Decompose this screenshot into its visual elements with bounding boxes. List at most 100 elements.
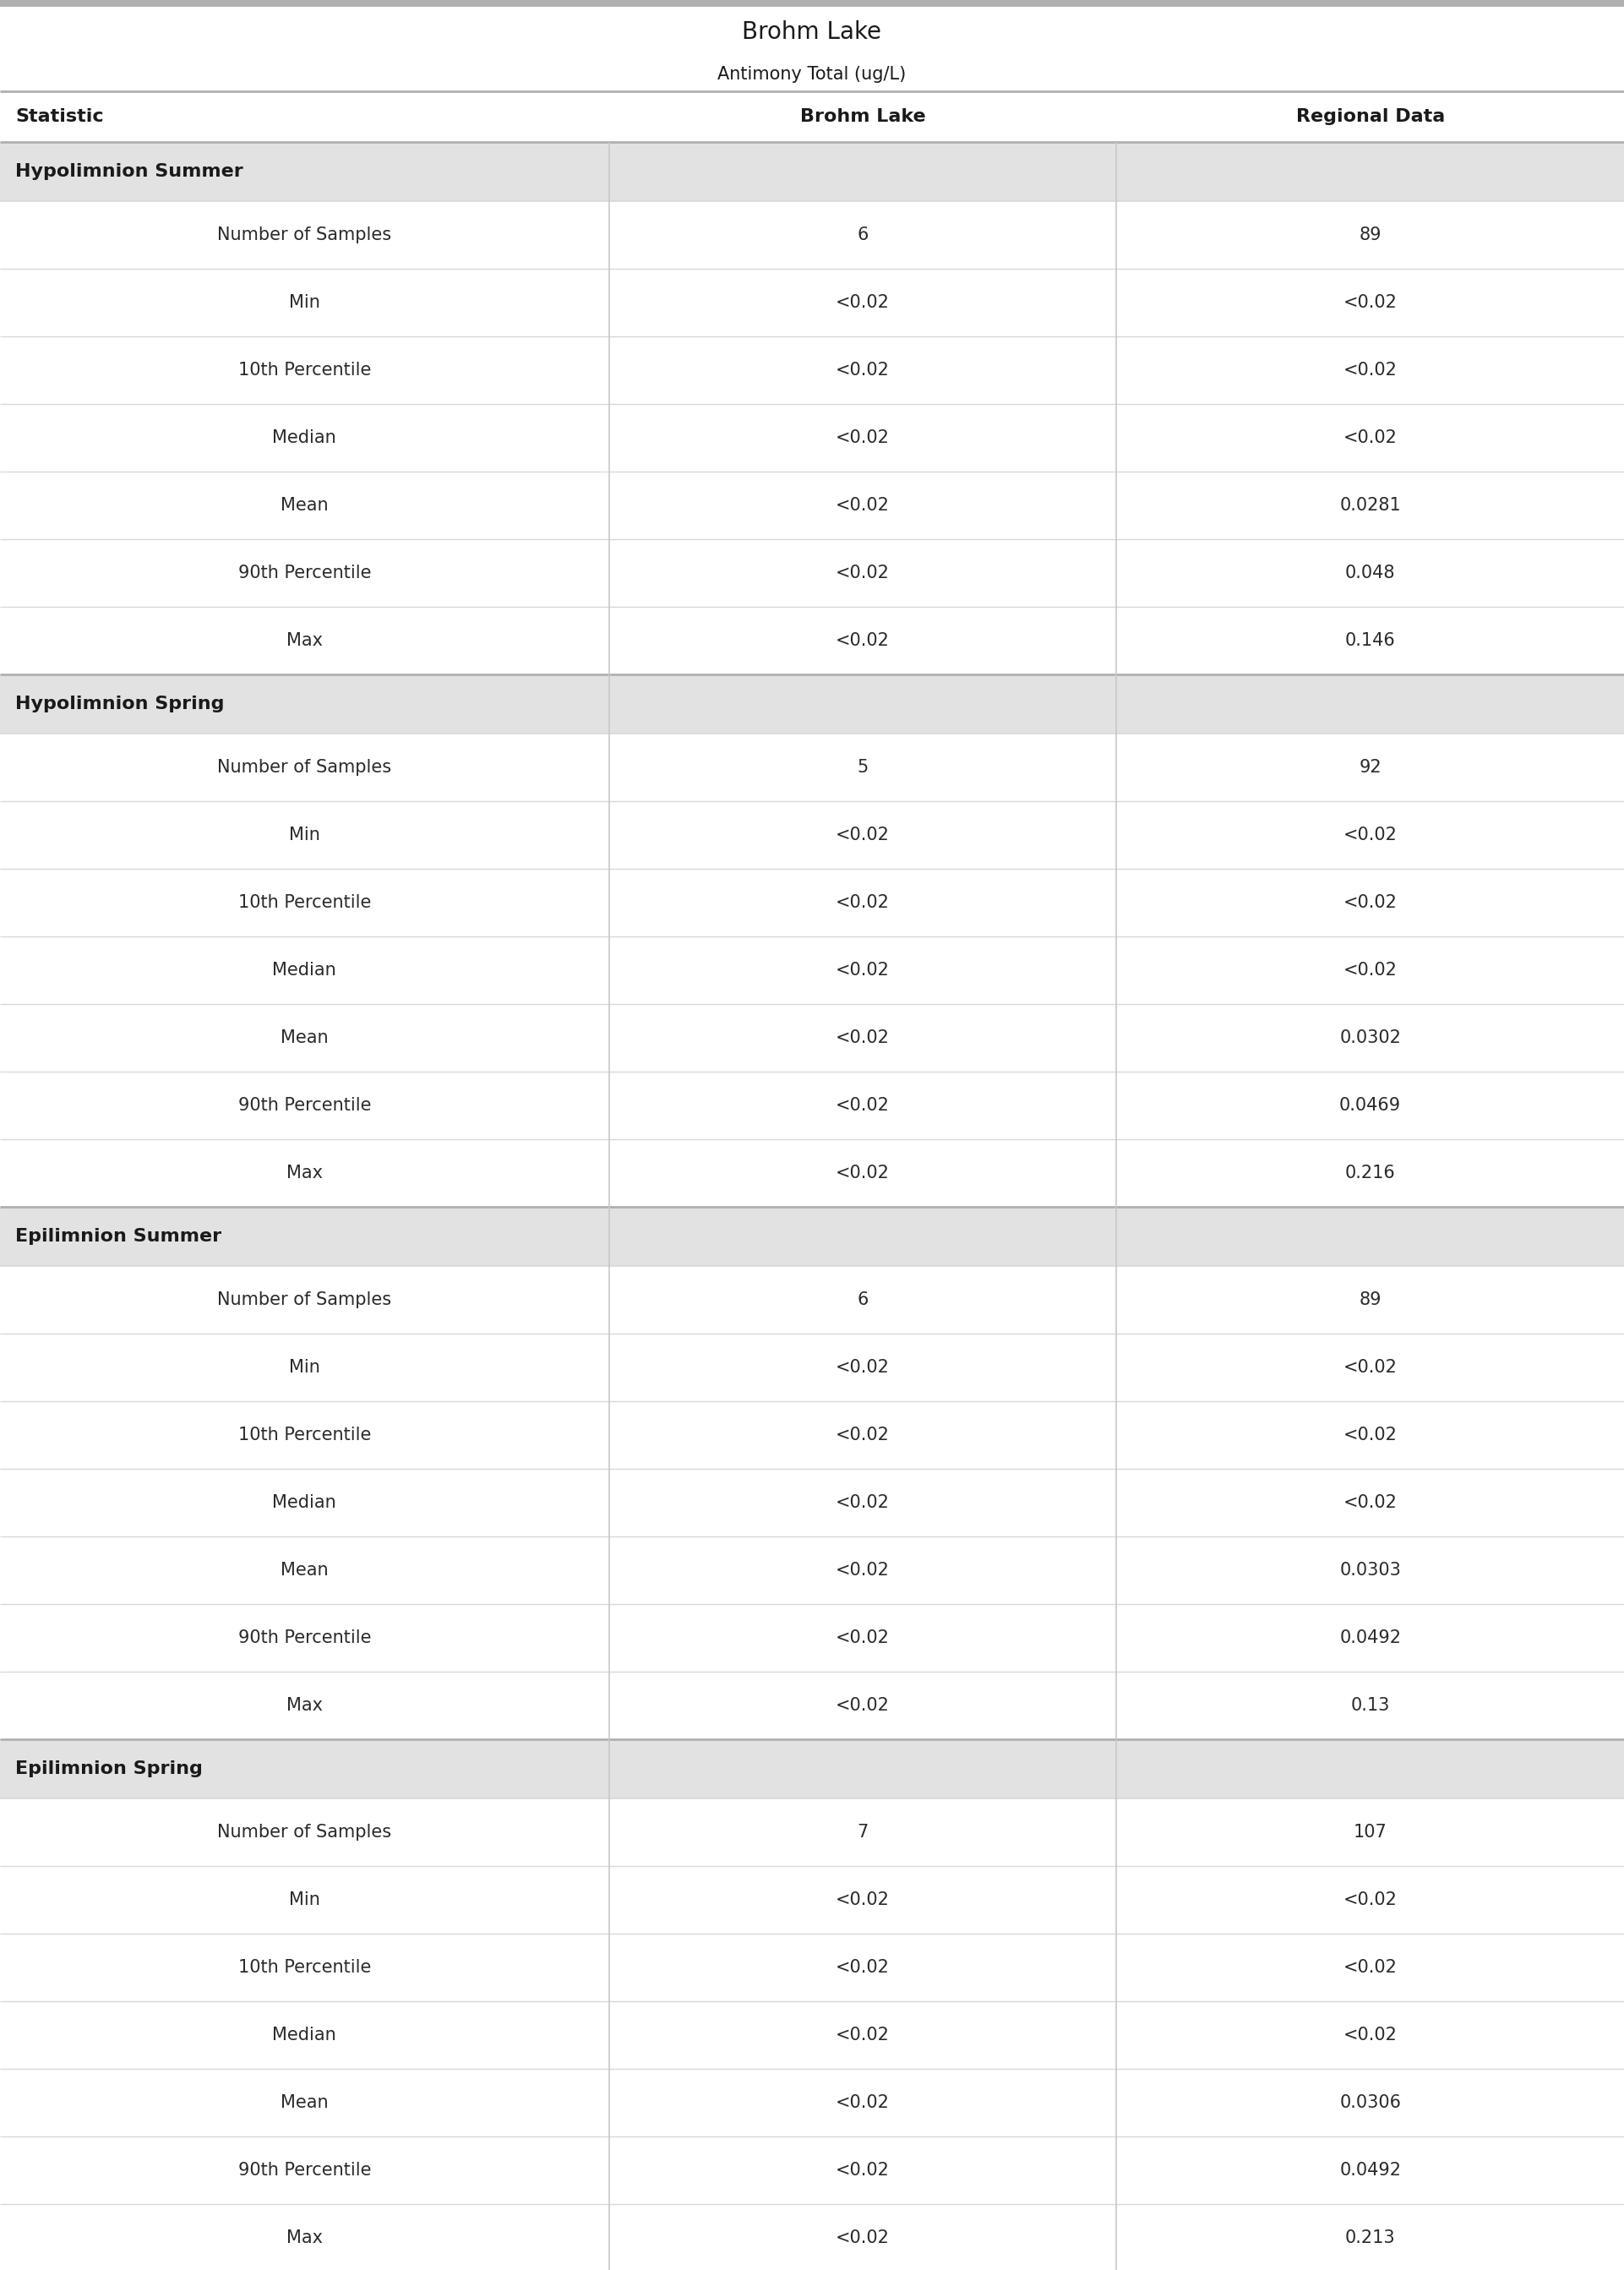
Text: 0.216: 0.216 [1345, 1165, 1395, 1180]
Bar [0, 1934, 1624, 2002]
Text: 89: 89 [1359, 1292, 1382, 1308]
Bar [0, 268, 1624, 336]
Text: <0.02: <0.02 [836, 2229, 890, 2247]
Text: <0.02: <0.02 [836, 1494, 890, 1512]
Bar [0, 91, 1624, 143]
Bar [0, 801, 1624, 869]
Bar [0, 540, 1624, 606]
Text: <0.02: <0.02 [836, 361, 890, 379]
Text: <0.02: <0.02 [1343, 1494, 1397, 1512]
Text: <0.02: <0.02 [836, 1165, 890, 1180]
Bar [0, 1671, 1624, 1739]
Text: Median: Median [273, 1494, 336, 1512]
Text: Max: Max [286, 631, 323, 649]
Text: <0.02: <0.02 [836, 1096, 890, 1115]
Text: <0.02: <0.02 [836, 1698, 890, 1714]
Text: 0.213: 0.213 [1345, 2229, 1395, 2247]
Text: <0.02: <0.02 [836, 295, 890, 311]
Text: Statistic: Statistic [15, 109, 104, 125]
Text: Min: Min [289, 1891, 320, 1909]
Text: 10th Percentile: 10th Percentile [239, 894, 370, 910]
Text: <0.02: <0.02 [836, 1360, 890, 1376]
Bar [0, 1537, 1624, 1605]
Text: Max: Max [286, 1165, 323, 1180]
Bar [0, 202, 1624, 268]
Bar [0, 472, 1624, 540]
Text: Epilimnion Spring: Epilimnion Spring [15, 1762, 203, 1777]
Text: <0.02: <0.02 [836, 1426, 890, 1444]
Bar [0, 1401, 1624, 1469]
Text: 10th Percentile: 10th Percentile [239, 1426, 370, 1444]
Text: 10th Percentile: 10th Percentile [239, 361, 370, 379]
Text: Number of Samples: Number of Samples [218, 227, 391, 243]
Bar [0, 1798, 1624, 1866]
Text: 0.0281: 0.0281 [1340, 497, 1402, 513]
Text: <0.02: <0.02 [836, 894, 890, 910]
Text: <0.02: <0.02 [836, 2027, 890, 2043]
Text: <0.02: <0.02 [836, 826, 890, 844]
Bar [0, 1267, 1624, 1332]
Bar [0, 0, 1624, 7]
Text: Mean: Mean [281, 1562, 328, 1578]
Text: Median: Median [273, 429, 336, 447]
Text: Brohm Lake: Brohm Lake [742, 20, 882, 43]
Text: <0.02: <0.02 [836, 2161, 890, 2179]
Text: Antimony Total (ug/L): Antimony Total (ug/L) [718, 66, 906, 82]
Bar [0, 1605, 1624, 1671]
Bar [0, 143, 1624, 202]
Bar [0, 2002, 1624, 2068]
Text: Mean: Mean [281, 1028, 328, 1046]
Bar [0, 1208, 1624, 1267]
Text: <0.02: <0.02 [836, 497, 890, 513]
Text: Number of Samples: Number of Samples [218, 1823, 391, 1841]
Text: Mean: Mean [281, 497, 328, 513]
Bar [0, 1332, 1624, 1401]
Text: 0.048: 0.048 [1345, 565, 1395, 581]
Text: Min: Min [289, 295, 320, 311]
Bar [0, 733, 1624, 801]
Text: 90th Percentile: 90th Percentile [239, 1630, 370, 1646]
Text: <0.02: <0.02 [836, 565, 890, 581]
Text: 0.0492: 0.0492 [1340, 1630, 1402, 1646]
Bar [0, 404, 1624, 472]
Text: <0.02: <0.02 [1343, 1959, 1397, 1975]
Text: Max: Max [286, 2229, 323, 2247]
Bar [0, 336, 1624, 404]
Text: Epilimnion Summer: Epilimnion Summer [15, 1228, 221, 1244]
Bar [0, 2068, 1624, 2136]
Text: <0.02: <0.02 [1343, 361, 1397, 379]
Text: Max: Max [286, 1698, 323, 1714]
Text: Number of Samples: Number of Samples [218, 758, 391, 776]
Text: 0.0469: 0.0469 [1340, 1096, 1402, 1115]
Bar [0, 674, 1624, 733]
Text: 7: 7 [857, 1823, 869, 1841]
Text: 0.0302: 0.0302 [1340, 1028, 1402, 1046]
Text: 92: 92 [1359, 758, 1382, 776]
Text: 5: 5 [857, 758, 869, 776]
Text: <0.02: <0.02 [1343, 826, 1397, 844]
Text: Min: Min [289, 1360, 320, 1376]
Text: <0.02: <0.02 [1343, 295, 1397, 311]
Text: 6: 6 [857, 1292, 869, 1308]
Bar [0, 869, 1624, 938]
Text: Median: Median [273, 962, 336, 978]
Bar [0, 2136, 1624, 2204]
Text: <0.02: <0.02 [1343, 429, 1397, 447]
Text: <0.02: <0.02 [836, 1562, 890, 1578]
Bar [0, 57, 1624, 91]
Text: 0.0306: 0.0306 [1340, 2095, 1402, 2111]
Text: 89: 89 [1359, 227, 1382, 243]
Text: 90th Percentile: 90th Percentile [239, 1096, 370, 1115]
Text: Min: Min [289, 826, 320, 844]
Text: 10th Percentile: 10th Percentile [239, 1959, 370, 1975]
Bar [0, 938, 1624, 1003]
Bar [0, 1140, 1624, 1208]
Text: <0.02: <0.02 [836, 429, 890, 447]
Text: 0.13: 0.13 [1351, 1698, 1390, 1714]
Text: <0.02: <0.02 [836, 1959, 890, 1975]
Bar [0, 1469, 1624, 1537]
Text: <0.02: <0.02 [836, 1630, 890, 1646]
Bar [0, 1866, 1624, 1934]
Text: <0.02: <0.02 [836, 631, 890, 649]
Text: Median: Median [273, 2027, 336, 2043]
